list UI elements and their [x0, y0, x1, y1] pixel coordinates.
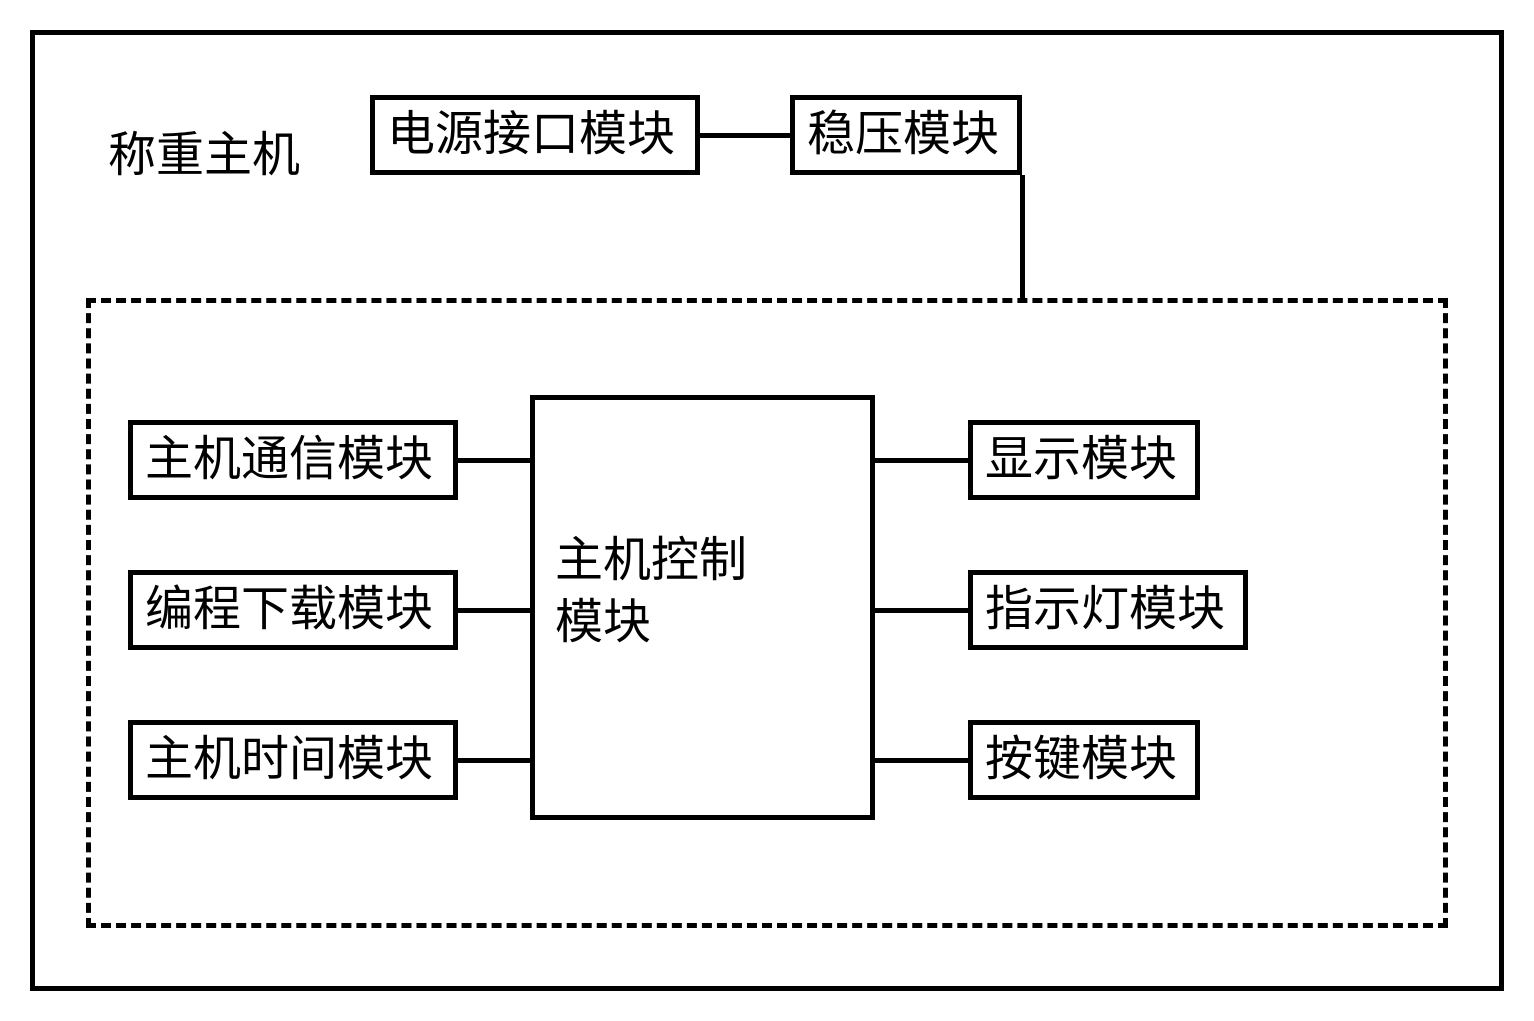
connector-left-1: [458, 458, 530, 463]
indicator-label: 指示灯模块: [985, 586, 1225, 634]
connector-left-2: [458, 608, 530, 613]
host-control-label: 主机控制 模块: [555, 530, 747, 655]
power-interface-module: 电源接口模块: [370, 95, 700, 175]
host-comm-module: 主机通信模块: [128, 420, 458, 500]
host-comm-label: 主机通信模块: [145, 436, 433, 484]
connector-top-h: [700, 133, 790, 138]
indicator-module: 指示灯模块: [968, 570, 1248, 650]
download-module: 编程下载模块: [128, 570, 458, 650]
diagram-title: 称重主机: [108, 115, 300, 185]
voltage-regulator-module: 稳压模块: [790, 95, 1022, 175]
power-interface-label: 电源接口模块: [387, 111, 675, 159]
download-label: 编程下载模块: [145, 586, 433, 634]
connector-top-v: [1020, 175, 1025, 302]
connector-left-3: [458, 758, 530, 763]
connector-right-3: [875, 758, 968, 763]
connector-right-1: [875, 458, 968, 463]
button-label: 按键模块: [985, 736, 1177, 784]
button-module: 按键模块: [968, 720, 1200, 800]
host-control-module: 主机控制 模块: [530, 395, 875, 820]
voltage-regulator-label: 稳压模块: [807, 111, 999, 159]
host-time-module: 主机时间模块: [128, 720, 458, 800]
connector-right-2: [875, 608, 968, 613]
host-time-label: 主机时间模块: [145, 736, 433, 784]
display-module: 显示模块: [968, 420, 1200, 500]
display-label: 显示模块: [985, 436, 1177, 484]
